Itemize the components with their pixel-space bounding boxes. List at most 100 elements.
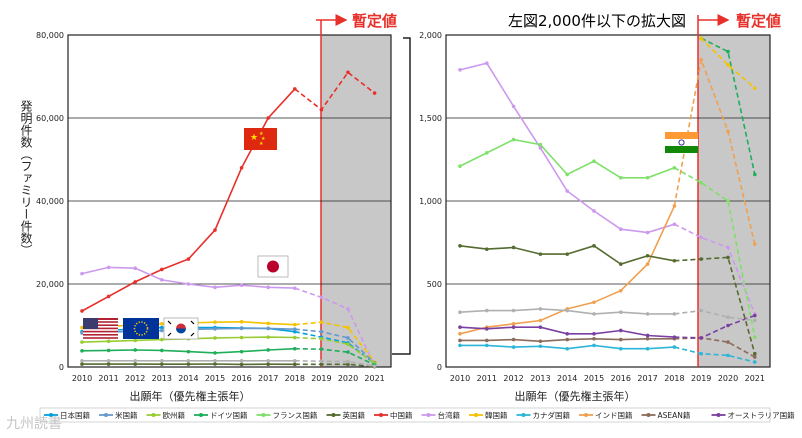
data-point bbox=[726, 324, 730, 328]
data-point bbox=[293, 359, 297, 363]
japan-flag bbox=[258, 256, 288, 277]
data-point bbox=[458, 310, 462, 314]
data-point bbox=[240, 350, 244, 354]
data-point bbox=[699, 181, 703, 185]
data-point bbox=[80, 362, 84, 366]
svg-text:★: ★ bbox=[250, 133, 258, 143]
data-point bbox=[673, 166, 677, 170]
data-point bbox=[673, 204, 677, 208]
legend-label: 米国籍 bbox=[115, 410, 138, 420]
x-tick-label: 2014 bbox=[557, 374, 577, 383]
x-tick-label: 2019 bbox=[691, 374, 711, 383]
data-point bbox=[346, 342, 350, 346]
legend-label: カナダ国籍 bbox=[533, 410, 571, 420]
data-point bbox=[346, 307, 350, 311]
data-point bbox=[458, 339, 462, 343]
china-flag: ★ ★ ★ ★ bbox=[244, 128, 277, 150]
data-point bbox=[753, 242, 757, 246]
data-point bbox=[213, 320, 217, 324]
data-point bbox=[293, 323, 297, 327]
data-point bbox=[485, 151, 489, 155]
data-point bbox=[373, 91, 377, 95]
data-point bbox=[512, 338, 516, 342]
legend-marker bbox=[152, 413, 156, 417]
data-point bbox=[512, 105, 516, 109]
data-point bbox=[107, 339, 111, 343]
data-point bbox=[485, 339, 489, 343]
data-point bbox=[187, 362, 191, 366]
data-point bbox=[107, 295, 111, 299]
data-point bbox=[726, 50, 730, 54]
data-point bbox=[673, 259, 677, 263]
x-tick-label: 2018 bbox=[664, 374, 684, 383]
legend-marker bbox=[262, 413, 266, 417]
data-point bbox=[592, 159, 596, 163]
data-point bbox=[346, 71, 350, 75]
data-point bbox=[160, 362, 164, 366]
data-point bbox=[619, 347, 623, 351]
legend-label: フランス国籍 bbox=[273, 410, 318, 420]
data-point bbox=[565, 309, 569, 313]
data-point bbox=[266, 335, 270, 339]
data-point bbox=[187, 257, 191, 261]
series-line-solid bbox=[460, 206, 674, 334]
data-point bbox=[80, 340, 84, 344]
data-point bbox=[107, 266, 111, 270]
data-point bbox=[346, 360, 350, 364]
data-point bbox=[213, 286, 217, 290]
data-point bbox=[213, 359, 217, 363]
x-tick-label: 2015 bbox=[584, 374, 604, 383]
data-point bbox=[133, 266, 137, 270]
data-point bbox=[160, 278, 164, 282]
data-point bbox=[240, 320, 244, 324]
zoom-bracket bbox=[392, 38, 410, 354]
data-point bbox=[266, 286, 270, 290]
right-x-axis-label: 出願年（優先権主張年） bbox=[515, 389, 636, 403]
legend-marker bbox=[332, 413, 336, 417]
data-point bbox=[539, 252, 543, 256]
legend-label: ドイツ国籍 bbox=[210, 410, 248, 420]
data-point bbox=[539, 325, 543, 329]
data-point bbox=[726, 246, 730, 250]
data-point bbox=[293, 336, 297, 340]
data-point bbox=[753, 352, 757, 356]
data-point bbox=[320, 359, 324, 363]
data-point bbox=[133, 359, 137, 363]
legend-marker bbox=[379, 413, 383, 417]
data-point bbox=[619, 227, 623, 231]
x-tick-label: 2015 bbox=[205, 374, 225, 383]
data-point bbox=[266, 116, 270, 120]
data-point bbox=[592, 312, 596, 316]
x-tick-label: 2017 bbox=[637, 374, 657, 383]
data-point bbox=[485, 344, 489, 348]
data-point bbox=[213, 336, 217, 340]
data-point bbox=[565, 347, 569, 351]
legend-label: 中国籍 bbox=[390, 410, 413, 420]
data-point bbox=[458, 325, 462, 329]
data-point bbox=[753, 173, 757, 177]
y-tick-label: 40,000 bbox=[36, 197, 64, 206]
data-point bbox=[726, 256, 730, 260]
legend-label: 日本国籍 bbox=[60, 410, 90, 420]
left-x-axis-label: 出願年（優先権主張年） bbox=[130, 389, 251, 403]
data-point bbox=[458, 344, 462, 348]
india-flag bbox=[665, 132, 698, 153]
provisional-label-left: 暫定値 bbox=[352, 12, 397, 30]
legend-label: 欧州籍 bbox=[163, 410, 186, 420]
y-tick-label: 2,000 bbox=[419, 31, 442, 40]
legend-label: ASEAN籍 bbox=[658, 410, 691, 420]
data-point bbox=[213, 327, 217, 331]
data-point bbox=[80, 272, 84, 276]
y-tick-label: 0 bbox=[437, 363, 442, 372]
data-point bbox=[133, 362, 137, 366]
data-point bbox=[293, 347, 297, 351]
x-tick-label: 2017 bbox=[258, 374, 278, 383]
data-point bbox=[619, 329, 623, 333]
data-point bbox=[293, 327, 297, 331]
data-point bbox=[293, 87, 297, 91]
data-point bbox=[133, 339, 137, 343]
data-point bbox=[266, 362, 270, 366]
x-tick-label: 2021 bbox=[745, 374, 765, 383]
